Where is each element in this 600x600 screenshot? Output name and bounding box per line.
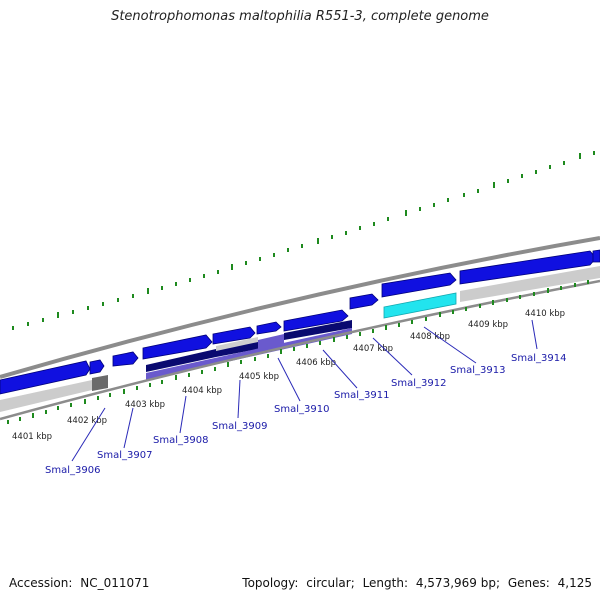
locus-labels: Smal_3906 Smal_3907 Smal_3908 Smal_3909 … [45,353,566,476]
locus-label-smal-3910[interactable]: Smal_3910 [274,404,329,415]
tick-label: 4407 kbp [353,344,393,354]
accession-label: Accession: [9,576,73,590]
tick-label: 4410 kbp [525,309,565,319]
tick-labels: 4401 kbp 4402 kbp 4403 kbp 4404 kbp 4405… [12,309,565,442]
inner-tick-ring [7,280,589,424]
forward-strand [0,249,600,395]
tick-label: 4405 kbp [239,372,279,382]
length-label: Length: [362,576,409,590]
leader-lines [71,319,538,462]
tick-label: 4401 kbp [12,432,52,442]
outer-tick-ring [12,151,595,330]
gene-arrow-forward [592,249,600,263]
gene-bar-darkgrey [92,375,108,391]
genes-label: Genes: [507,576,550,590]
genes-value: 4,125 [557,576,592,590]
locus-label-smal-3908[interactable]: Smal_3908 [153,435,208,446]
locus-label-smal-3909[interactable]: Smal_3909 [212,421,267,432]
backbone-outer [0,236,600,379]
map-title: Stenotrophomonas maltophilia R551-3, com… [111,9,489,24]
gene-bar-grey [0,380,92,412]
locus-label-smal-3914[interactable]: Smal_3914 [511,353,566,364]
tick-label: 4404 kbp [182,386,222,396]
gene-arrow-forward [142,334,213,360]
gene-arrow-forward [112,351,139,367]
gene-bar-grey [460,266,600,302]
gene-arrow-forward [283,309,349,332]
tick-label: 4403 kbp [125,400,165,410]
tick-label: 4402 kbp [67,416,107,426]
accession-value: NC_011071 [80,576,150,590]
map-footer: Accession: NC_011071 Topology: circular;… [9,576,592,590]
locus-label-smal-3906[interactable]: Smal_3906 [45,465,100,476]
locus-label-smal-3911[interactable]: Smal_3911 [334,390,389,401]
length-value: 4,573,969 bp; [415,576,501,590]
gene-arrow-forward [256,321,282,335]
gene-arrow-forward [89,359,105,375]
reverse-strand [0,266,600,412]
gene-arrow-forward [381,272,457,298]
tick-label: 4406 kbp [296,358,336,368]
locus-label-smal-3912[interactable]: Smal_3912 [391,378,446,389]
gene-bar-dark [284,320,352,340]
gene-arrow-forward [349,293,379,310]
gene-arrow-forward [0,360,91,395]
topology-text: circular [306,576,351,590]
topology-label: Topology: [242,576,299,590]
locus-label-smal-3907[interactable]: Smal_3907 [97,450,152,461]
topology-value: circular; [306,576,355,590]
tick-label: 4408 kbp [410,332,450,342]
accession-info: Accession: NC_011071 [9,576,149,590]
backbone-inner [0,279,600,421]
gene-bar-dark [216,342,258,357]
gene-bar-dark [146,349,216,372]
tick-label: 4409 kbp [468,320,508,330]
length-text: 4,573,969 bp [415,576,496,590]
gene-bar-purple [258,334,284,350]
locus-label-smal-3913[interactable]: Smal_3913 [450,365,505,376]
gene-arrow-forward [212,326,256,345]
genome-stats: Topology: circular; Length: 4,573,969 bp… [242,576,592,590]
gene-bar-cyan [383,292,457,319]
